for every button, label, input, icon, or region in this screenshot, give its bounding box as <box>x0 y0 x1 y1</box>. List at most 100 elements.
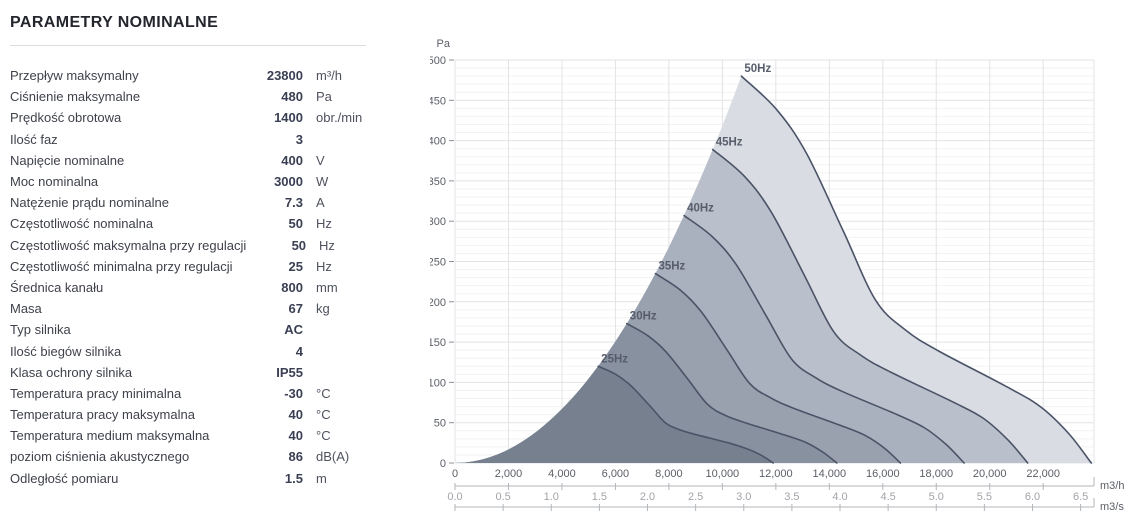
param-label: Ciśnienie maksymalne <box>10 89 141 105</box>
x-axis-unit-m3h: m3/h <box>1100 480 1124 492</box>
param-value: 1400 <box>274 110 303 126</box>
param-label: Typ silnika <box>10 322 71 338</box>
x-tick-label-m3h: 6,000 <box>602 468 630 480</box>
table-row: Temperatura pracy minimalna -30 °C <box>10 383 402 404</box>
param-value: 4 <box>295 343 303 359</box>
x-tick-label-m3s: 0.0 <box>447 491 462 503</box>
param-value: 50 <box>291 237 307 253</box>
param-value: -30 <box>284 385 303 401</box>
x-tick-label-m3h: 0 <box>452 468 458 480</box>
x-tick-label-m3s: 2.5 <box>688 491 703 503</box>
y-tick-label: 500 <box>430 55 446 67</box>
param-label: Ilość biegów silnika <box>10 343 122 359</box>
param-label: Częstotliwość nominalna <box>10 216 154 232</box>
param-unit: obr./min <box>316 110 363 126</box>
series-curve-50Hz <box>740 75 1093 464</box>
param-label: Klasa ochrony silnika <box>10 364 133 380</box>
x-tick-label-m3h: 2,000 <box>495 468 523 480</box>
y-tick-label: 50 <box>434 418 446 430</box>
table-row: Ciśnienie maksymalne 480 Pa <box>10 86 402 107</box>
y-tick-label: 300 <box>430 216 446 228</box>
series-label-35Hz: 35Hz <box>658 261 685 273</box>
series-label-45Hz: 45Hz <box>716 136 743 148</box>
fan-performance-chart: 25Hz 30Hz 35Hz 40Hz 45Hz 50Hz 0 50 100 150 200 250 3… <box>428 0 1138 513</box>
x-tick-label-m3s: 3.0 <box>736 491 751 503</box>
series-curve-30Hz <box>626 322 838 464</box>
param-label: Częstotliwość maksymalna przy regulacji <box>10 237 247 253</box>
x-tick-label-m3s: 4.0 <box>832 491 847 503</box>
table-row: Temperatura medium maksymalna 40 °C <box>10 425 402 446</box>
series-label-40Hz: 40Hz <box>687 203 714 215</box>
param-value: 1.5 <box>284 470 303 486</box>
param-unit: °C <box>316 428 331 444</box>
param-label: Odległość pomiaru <box>10 470 119 486</box>
param-label: Natężenie prądu nominalne <box>10 195 169 211</box>
fan-curve-svg: 25Hz 30Hz 35Hz 40Hz 45Hz 50Hz 0 50 100 150 200 250 3… <box>428 38 1125 513</box>
param-value: 3 <box>295 131 303 147</box>
param-label: Masa <box>10 301 42 317</box>
table-row: Częstotliwość maksymalna przy regulacji 5… <box>10 235 402 256</box>
param-value: 86 <box>288 449 303 465</box>
table-row: Temperatura pracy maksymalna 40 °C <box>10 404 402 425</box>
param-label: Częstotliwość minimalna przy regulacji <box>10 258 233 274</box>
y-tick-label: 150 <box>430 337 446 349</box>
y-tick-label: 200 <box>430 297 446 309</box>
x-tick-label-m3h: 8,000 <box>655 468 683 480</box>
table-row: Klasa ochrony silnika IP55 <box>10 362 402 383</box>
parameters-table: Przepływ maksymalny 23800 m³/h Ciśnienie ma… <box>10 65 402 489</box>
x-tick-label-m3h: 12,000 <box>759 468 793 480</box>
param-unit: m³/h <box>316 68 342 84</box>
param-label: Ilość faz <box>10 131 58 147</box>
param-unit: m <box>316 470 327 486</box>
nominal-parameters-panel: PARAMETRY NOMINALNE Przepływ maksymalny 2… <box>10 10 410 489</box>
x-tick-label-m3h: 18,000 <box>919 468 953 480</box>
param-label: Temperatura pracy minimalna <box>10 385 182 401</box>
x-tick-label-m3s: 1.0 <box>544 491 559 503</box>
y-axis-unit-label: Pa <box>437 38 451 50</box>
x-axis-unit-m3s: m3/s <box>1100 501 1124 511</box>
param-label: poziom ciśnienia akustycznego <box>10 449 190 465</box>
x-tick-label-m3s: 5.0 <box>929 491 944 503</box>
y-tick-label: 350 <box>430 176 446 188</box>
param-label: Przepływ maksymalny <box>10 68 139 84</box>
table-row: Odległość pomiaru 1.5 m <box>10 468 402 489</box>
series-label-50Hz: 50Hz <box>744 63 771 75</box>
param-unit: V <box>316 152 325 168</box>
param-value: 40 <box>288 428 303 444</box>
y-tick-label: 250 <box>430 257 446 269</box>
table-row: Typ silnika AC <box>10 319 402 340</box>
param-value: 800 <box>281 279 303 295</box>
x-tick-label-m3h: 10,000 <box>706 468 740 480</box>
title-divider <box>10 45 366 46</box>
param-value: 50 <box>288 216 303 232</box>
param-value: 480 <box>281 89 303 105</box>
table-row: Moc nominalna 3000 W <box>10 171 402 192</box>
x-tick-label-m3s: 3.5 <box>784 491 799 503</box>
param-value: IP55 <box>276 364 303 380</box>
y-tick-label: 400 <box>430 136 446 148</box>
param-value: 3000 <box>274 174 303 190</box>
x-tick-label-m3h: 22,000 <box>1026 468 1060 480</box>
table-row: Ilość biegów silnika 4 <box>10 340 402 361</box>
param-value: 25 <box>288 258 303 274</box>
param-unit: Pa <box>316 89 332 105</box>
x-tick-label-m3h: 16,000 <box>866 468 900 480</box>
series-label-25Hz: 25Hz <box>601 353 628 365</box>
x-tick-label-m3s: 2.0 <box>640 491 655 503</box>
table-row: Częstotliwość minimalna przy regulacji 25… <box>10 256 402 277</box>
series-curve-45Hz <box>711 148 1029 464</box>
param-unit: mm <box>316 279 338 295</box>
param-unit: A <box>316 195 325 211</box>
param-unit: °C <box>316 385 331 401</box>
y-tick-label: 450 <box>430 95 446 107</box>
x-tick-label-m3s: 5.5 <box>977 491 992 503</box>
table-row: Częstotliwość nominalna 50 Hz <box>10 213 402 234</box>
param-value: 23800 <box>266 68 303 84</box>
param-value: 67 <box>288 301 303 317</box>
table-row: Ilość faz 3 <box>10 129 402 150</box>
x-tick-label-m3s: 6.5 <box>1073 491 1088 503</box>
table-row: Średnica kanału 800 mm <box>10 277 402 298</box>
x-tick-label-m3s: 1.5 <box>592 491 607 503</box>
x-tick-label-m3s: 6.0 <box>1025 491 1040 503</box>
param-unit: W <box>316 174 329 190</box>
